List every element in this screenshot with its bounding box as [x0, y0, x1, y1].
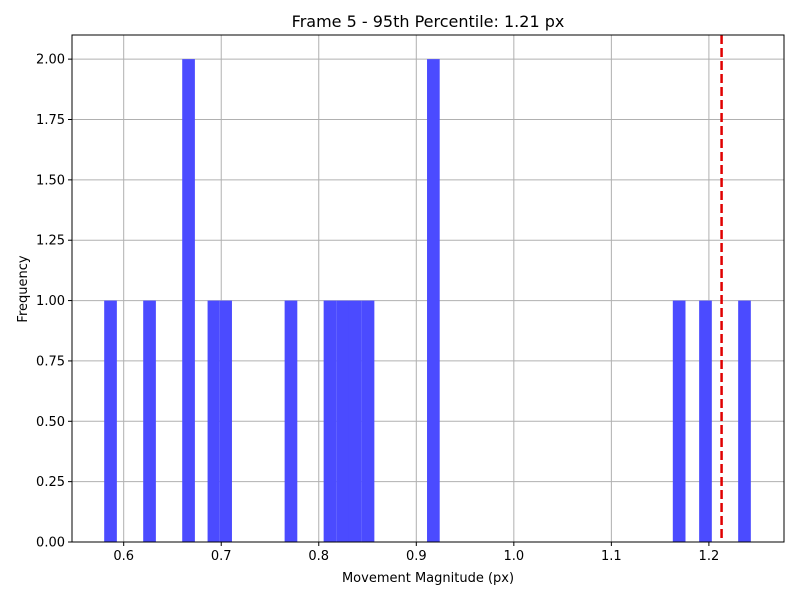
y-tick-label: 1.00 — [36, 294, 65, 309]
y-tick-label: 2.00 — [36, 53, 65, 68]
histogram-bar — [336, 300, 349, 542]
y-axis-label: Frequency — [16, 255, 31, 322]
histogram-bar — [323, 300, 337, 542]
y-tick-label: 0.75 — [36, 354, 65, 369]
x-tick-label: 0.9 — [406, 549, 427, 564]
x-tick-label: 1.0 — [503, 549, 524, 564]
x-tick-label: 1.2 — [699, 549, 720, 564]
histogram-bar — [348, 300, 362, 542]
histogram-bar — [427, 59, 440, 543]
histogram-bar — [738, 300, 751, 542]
x-tick-label: 0.8 — [308, 549, 329, 564]
y-axis-ticks: 0.00 0.25 0.50 0.75 1.00 1.25 1.50 1.75 2.00 — [36, 53, 72, 551]
y-tick-label: 0.50 — [36, 415, 65, 430]
x-tick-label: 1.1 — [601, 549, 622, 564]
x-tick-label: 0.6 — [113, 549, 134, 564]
chart-title: Frame 5 - 95th Percentile: 1.21 px — [292, 12, 565, 31]
y-tick-label: 0.00 — [36, 536, 65, 551]
histogram-bar — [361, 300, 375, 542]
histogram-bar — [219, 300, 232, 542]
histogram-bar — [143, 300, 156, 542]
histogram-bar — [284, 300, 298, 542]
histogram-bar — [699, 300, 712, 542]
x-axis-label: Movement Magnitude (px) — [342, 571, 514, 586]
y-tick-label: 1.75 — [36, 113, 65, 128]
y-tick-label: 1.25 — [36, 234, 65, 249]
histogram-bar — [207, 300, 220, 542]
x-axis-ticks: 0.6 0.7 0.8 0.9 1.0 1.1 1.2 — [113, 542, 719, 564]
y-tick-label: 0.25 — [36, 475, 65, 490]
histogram-bar — [672, 300, 686, 542]
histogram-bars — [104, 59, 751, 543]
histogram-bar — [104, 300, 117, 542]
y-tick-label: 1.50 — [36, 173, 65, 188]
x-tick-label: 0.7 — [211, 549, 232, 564]
plot-frame — [71, 34, 785, 543]
histogram-bar — [182, 59, 195, 543]
